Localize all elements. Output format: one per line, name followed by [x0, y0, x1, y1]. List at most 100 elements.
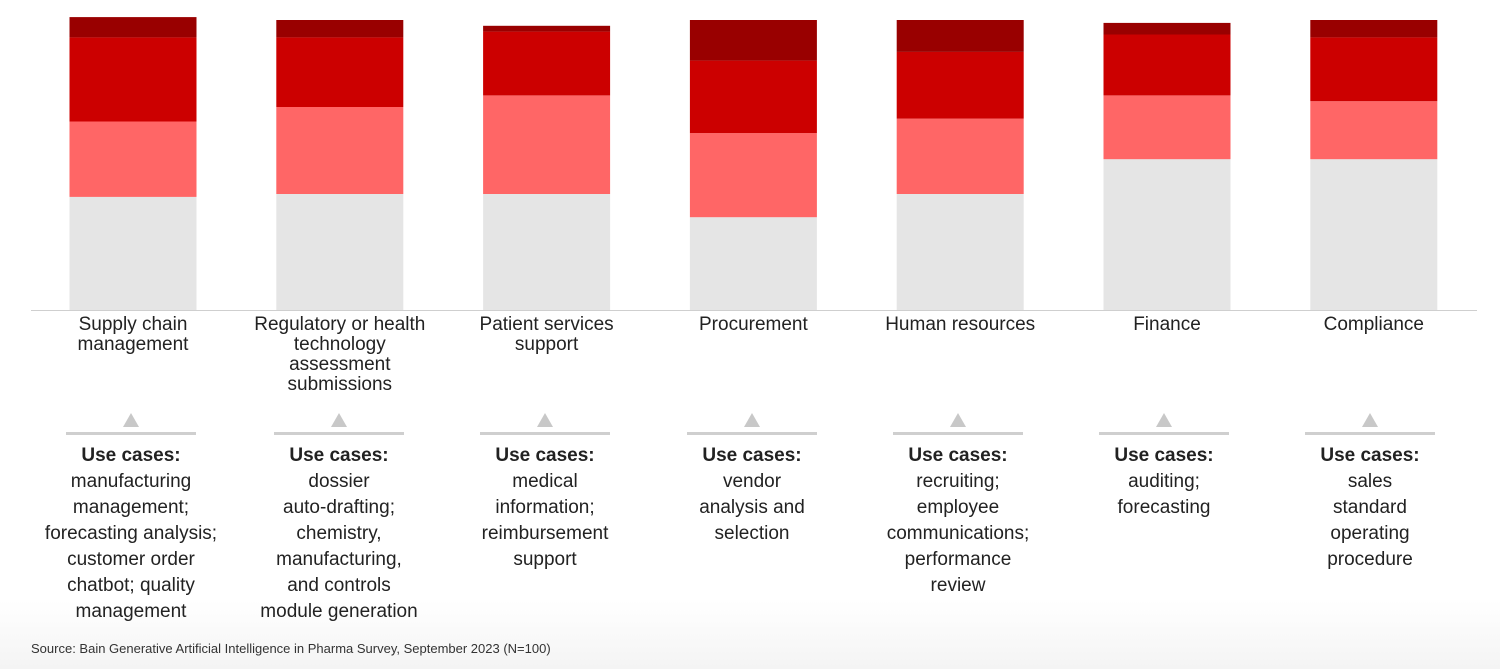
x-tick-label-line: support — [514, 334, 579, 355]
use-case-line: procedure — [1327, 549, 1413, 570]
bar-segment — [276, 107, 404, 194]
bar-segment — [689, 60, 817, 134]
use-case-line: management — [75, 601, 187, 622]
use-case-text: Use cases: recruiting; employee communicati… — [853, 443, 1063, 599]
use-case-line: analysis and — [699, 497, 805, 518]
bar-segment — [1103, 22, 1231, 35]
use-case-line: management; — [72, 497, 190, 518]
x-tick-label-line: assessment — [289, 354, 391, 375]
x-tick-label-line: Compliance — [1323, 314, 1424, 335]
use-case-heading: Use cases: — [1320, 445, 1420, 466]
bar-stack — [276, 20, 404, 310]
bar-stack — [483, 25, 611, 310]
use-case-line: employee — [916, 497, 1000, 518]
bar-segment — [1310, 159, 1438, 310]
use-case-line: standard — [1333, 497, 1407, 518]
use-case-text: Use cases: vendor analysis and selection — [647, 443, 857, 547]
triangle-up-icon — [537, 413, 553, 427]
use-case-text: Use cases: manufacturing management; foreca… — [26, 443, 236, 625]
use-case-line: module generation — [260, 601, 418, 622]
use-case-text: Use cases: sales standard operating procedur… — [1265, 443, 1475, 573]
use-case-line: manufacturing — [70, 471, 192, 492]
use-case-divider — [274, 432, 404, 435]
bar-segment — [276, 20, 404, 38]
use-case-heading: Use cases: — [702, 445, 802, 466]
triangle-up-icon — [331, 413, 347, 427]
use-case-divider — [1099, 432, 1229, 435]
use-case-line: performance — [904, 549, 1012, 570]
x-tick-label: Supply chain management — [28, 315, 238, 355]
use-case-line: forecasting — [1117, 497, 1211, 518]
bar-stack — [689, 20, 817, 310]
x-tick-label: Regulatory or health technology assessment… — [235, 315, 445, 395]
x-tick-label-line: Procurement — [699, 314, 808, 335]
use-case-line: dossier — [308, 471, 370, 492]
bar-segment — [1310, 37, 1438, 102]
use-case-line: customer order — [67, 549, 195, 570]
bar-segment — [69, 121, 197, 197]
use-case-heading: Use cases: — [908, 445, 1008, 466]
use-case-heading: Use cases: — [81, 445, 181, 466]
use-case-divider — [1305, 432, 1435, 435]
bar-segment — [483, 194, 611, 310]
use-case-line: medical — [512, 471, 578, 492]
bar-segment — [689, 133, 817, 218]
stacked-bar-chart — [31, 17, 1477, 311]
use-case-line: and controls — [287, 575, 391, 596]
use-case-line: forecasting analysis; — [44, 523, 218, 544]
use-case-divider — [66, 432, 196, 435]
x-tick-label-line: Patient services — [479, 314, 614, 335]
bar-segment — [483, 25, 611, 32]
bar-segment — [1103, 34, 1231, 96]
use-case-divider — [480, 432, 610, 435]
bar-segment — [896, 118, 1024, 194]
x-tick-label-line: Regulatory or health — [254, 314, 426, 335]
bar-stack — [1310, 20, 1438, 310]
bar-segment — [483, 31, 611, 96]
bar-segment — [1310, 20, 1438, 38]
use-case-divider — [687, 432, 817, 435]
bar-segment — [896, 194, 1024, 310]
x-tick-label: Patient services support — [442, 315, 652, 355]
use-case-text: Use cases: auditing; forecasting — [1059, 443, 1269, 521]
bar-stack — [1103, 22, 1231, 310]
bar-segment — [69, 17, 197, 38]
bar-segment — [689, 20, 817, 61]
use-case-line: chemistry, — [296, 523, 382, 544]
triangle-up-icon — [744, 413, 760, 427]
bar-segment — [276, 37, 404, 107]
use-case-line: auto-drafting; — [283, 497, 395, 518]
bar-segment — [276, 194, 404, 310]
bar-segment — [1310, 101, 1438, 160]
bar-stack — [896, 20, 1024, 310]
use-case-line: review — [930, 575, 986, 596]
use-case-line: vendor — [722, 471, 782, 492]
bar-segment — [1103, 95, 1231, 160]
x-tick-label-line: management — [77, 334, 189, 355]
x-tick-label-line: technology — [293, 334, 386, 355]
x-tick-label: Procurement — [648, 315, 858, 335]
use-case-line: selection — [714, 523, 790, 544]
use-case-line: manufacturing, — [276, 549, 402, 570]
triangle-up-icon — [1156, 413, 1172, 427]
bar-segment — [896, 51, 1024, 119]
bar-segment — [69, 196, 197, 310]
use-case-heading: Use cases: — [1114, 445, 1214, 466]
x-tick-label: Compliance — [1269, 315, 1479, 335]
use-case-line: chatbot; quality — [67, 575, 195, 596]
bar-segment — [483, 95, 611, 194]
x-tick-label-line: Human resources — [885, 314, 1036, 335]
x-tick-label: Human resources — [855, 315, 1065, 335]
bar-segment — [689, 217, 817, 310]
triangle-up-icon — [123, 413, 139, 427]
triangle-up-icon — [1362, 413, 1378, 427]
triangle-up-icon — [950, 413, 966, 427]
use-case-line: information; — [495, 497, 595, 518]
use-case-text: Use cases: dossier auto-drafting; chemistry… — [234, 443, 444, 625]
use-case-heading: Use cases: — [289, 445, 389, 466]
source-note: Source: Bain Generative Artificial Intel… — [31, 641, 551, 656]
bar-segment — [1103, 159, 1231, 310]
bar-stack — [69, 17, 197, 310]
bar-segment — [896, 20, 1024, 52]
use-case-heading: Use cases: — [495, 445, 595, 466]
